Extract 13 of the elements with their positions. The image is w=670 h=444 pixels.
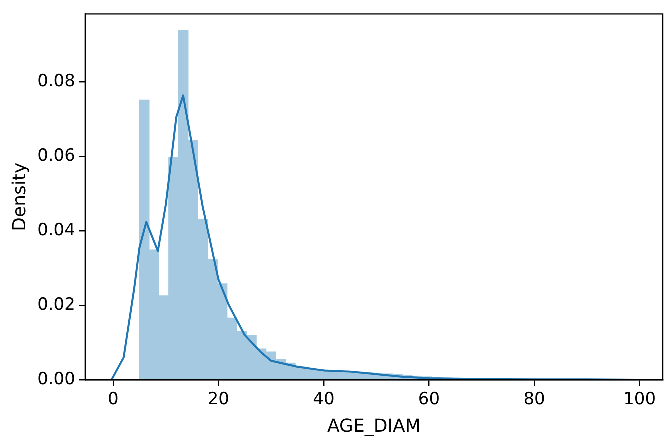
x-tick-label: 40 [313, 390, 335, 410]
x-tick-label: 80 [524, 390, 546, 410]
x-axis-title: AGE_DIAM [328, 416, 421, 437]
y-tick-label: 0.06 [38, 146, 76, 166]
y-tick-label: 0.04 [38, 220, 76, 241]
y-tick-label: 0.02 [38, 294, 76, 315]
x-tick-label: 100 [624, 390, 656, 410]
y-tick-label: 0.08 [38, 72, 76, 92]
x-tick-label: 0 [108, 390, 119, 410]
y-axis-title: Density [9, 162, 30, 232]
x-tick-label: 60 [418, 390, 440, 410]
x-tick-label: 20 [208, 390, 230, 410]
y-tick-label: 0.00 [38, 369, 76, 390]
